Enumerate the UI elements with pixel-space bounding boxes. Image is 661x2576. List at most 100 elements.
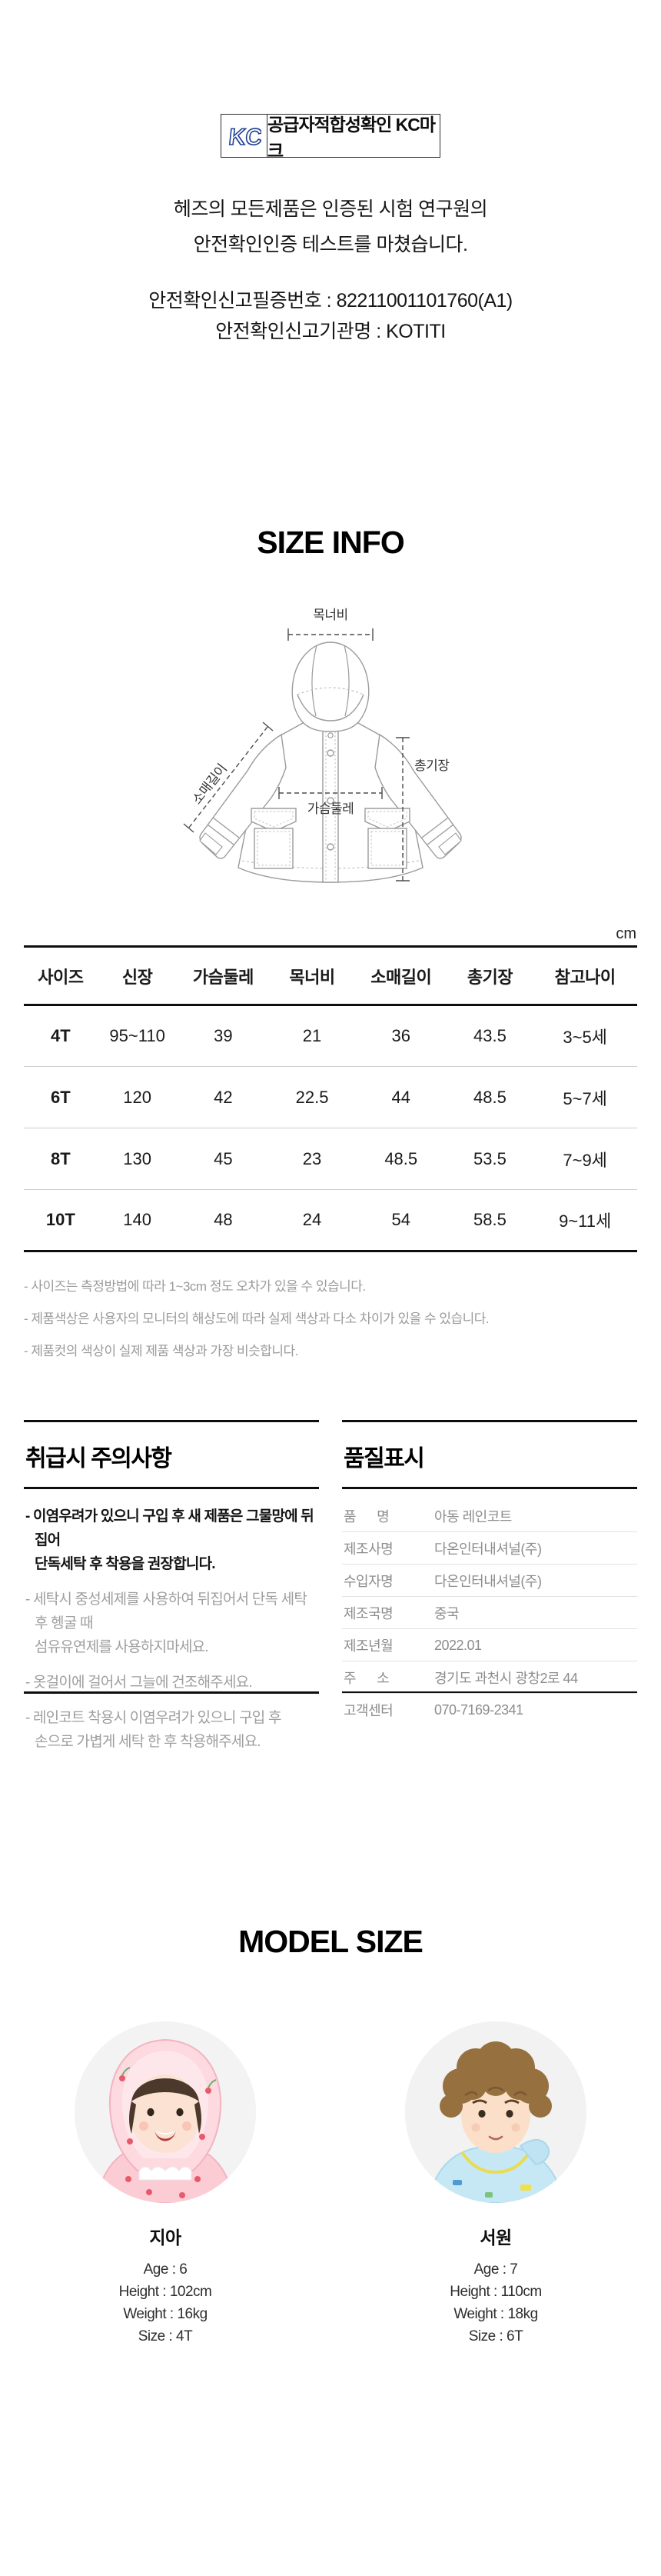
- care-item: - 세탁시 중성세제를 사용하여 뒤집어서 단독 세탁 후 헹굴 때 섬유유연제…: [25, 1591, 307, 1655]
- size-table-row: 10T 140 48 24 54 58.5 9~11세: [24, 1190, 637, 1251]
- quality-row-value: 다온인터내셔널(주): [434, 1541, 542, 1557]
- cert-report-number: 안전확인신고필증번호 : 82211001101760(A1): [148, 290, 513, 312]
- care-item: - 레인코트 착용시 이염우려가 있으니 구입 후 손으로 가볍게 세탁 한 후…: [25, 1710, 281, 1750]
- size-notes: - 사이즈는 측정방법에 따라 1~3cm 정도 오차가 있을 수 있습니다. -…: [24, 1271, 661, 1368]
- size-cell-neck: 23: [269, 1128, 355, 1190]
- cert-numbers: 안전확인신고필증번호 : 82211001101760(A1) 안전확인신고기관…: [0, 285, 661, 347]
- size-cell-age: 7~9세: [533, 1128, 637, 1190]
- quality-row-label: 주 소: [344, 1671, 390, 1686]
- jacket-left-pocket-flap: [251, 808, 297, 832]
- size-cell-sleeve: 48.5: [354, 1128, 447, 1190]
- size-cell-age: 9~11세: [559, 1211, 612, 1231]
- size-table-header-cell: 목너비: [269, 946, 355, 1006]
- care-highlight: - 이염우려가 있으니 구입 후 새 제품은 그물망에 뒤집어 단독세탁 후 착…: [25, 1508, 314, 1572]
- size-cell-length: 43.5: [447, 1005, 533, 1067]
- size-cell-neck: 22.5: [269, 1066, 355, 1128]
- model-age: Age : 7: [473, 2261, 518, 2278]
- quality-row: 수입자명 다온인터내셔널(주): [342, 1565, 637, 1597]
- size-cell-age: 5~7세: [533, 1066, 637, 1128]
- quality-row-label: 제조년월: [344, 1638, 394, 1654]
- model-size-title: MODEL SIZE: [238, 1924, 424, 1959]
- size-cell-length: 48.5: [447, 1066, 533, 1128]
- quality-row: 제조년월 2022.01: [342, 1629, 637, 1661]
- quality-row: 고객센터 070-7169-2341: [342, 1694, 637, 1725]
- quality-row-label: 제조국명: [344, 1606, 394, 1621]
- size-cell-length: 53.5: [447, 1128, 533, 1190]
- model-weight: Weight : 16kg: [123, 2306, 208, 2322]
- cert-description: 헤즈의 모든제품은 인증된 시험 연구원의 안전확인인증 테스트를 마쳤습니다.: [0, 192, 661, 262]
- size-table-row: 8T 130 45 23 48.5 53.5 7~9세: [24, 1128, 637, 1190]
- size-cell-sleeve: 44: [354, 1066, 447, 1128]
- size-table-header-cell: 신장: [97, 946, 178, 1006]
- size-cell-chest: 42: [177, 1066, 270, 1128]
- size-table-header-cell: 총기장: [447, 946, 533, 1006]
- size-table-row: 4T 95~110 39 21 36 43.5 3~5세: [24, 1005, 637, 1067]
- size-cell-chest: 45: [177, 1128, 270, 1190]
- total-length-label: 총기장: [414, 758, 450, 773]
- model-height: Height : 102cm: [118, 2284, 212, 2300]
- size-cell-size: 6T: [24, 1066, 98, 1128]
- size-cell-size: 4T: [24, 1005, 98, 1067]
- size-table-body: 4T 95~110 39 21 36 43.5 3~5세 6T 120 42 2…: [24, 1005, 637, 1251]
- quality-row: 제조국명 중국: [342, 1597, 637, 1629]
- boy-avatar-icon: [405, 2021, 586, 2203]
- care-item: - 옷걸이에 걸어서 그늘에 건조해주세요.: [25, 1675, 253, 1691]
- model-height: Height : 110cm: [450, 2284, 542, 2300]
- size-cell-neck: 24: [302, 1210, 322, 1229]
- size-table-header-cell: 참고나이: [533, 946, 637, 1006]
- size-note: - 제품색상은 사용자의 모니터의 해상도에 따라 실제 색상과 다소 차이가 …: [24, 1311, 490, 1326]
- jacket-right-pocket: [367, 828, 407, 869]
- quality-title: 품질표시: [342, 1422, 637, 1489]
- quality-row-value: 2022.01: [434, 1637, 482, 1653]
- size-cell-size: 10T: [45, 1210, 75, 1229]
- quality-row-value: 070-7169-2341: [434, 1701, 523, 1718]
- model-info: Age : 7 Height : 110cm Weight : 18kg Siz…: [450, 2258, 542, 2348]
- size-table-header-row: 사이즈 신장 가슴둘레 목너비 소매길이 총기장 참고나이: [24, 946, 637, 1006]
- quality-row-value: 중국: [434, 1606, 460, 1621]
- quality-section: 품질표시 품 명 아동 레인코트 제조사명 다온인터내셔널(주) 수입자명 다온…: [342, 1420, 637, 1718]
- chest-label: 가슴둘레: [307, 801, 354, 816]
- jacket-right-sleeve: [374, 733, 462, 859]
- quality-row: 주 소 경기도 과천시 광창2로 44: [342, 1661, 637, 1694]
- kc-certification-box: KC 공급자적합성확인 KC마크: [221, 114, 440, 161]
- size-table: 사이즈 신장 가슴둘레 목너비 소매길이 총기장 참고나이 4T 95~110 39 21 …: [24, 945, 637, 1252]
- size-note: - 사이즈는 측정방법에 따라 1~3cm 정도 오차가 있을 수 있습니다.: [24, 1279, 366, 1294]
- care-title: 취급시 주의사항: [24, 1422, 319, 1489]
- size-cell-height: 95~110: [97, 1005, 178, 1067]
- quality-row-value: 다온인터내셔널(주): [434, 1574, 542, 1589]
- cert-description-line1: 헤즈의 모든제품은 인증된 시험 연구원의: [173, 198, 488, 220]
- model-photo-boy: [405, 2021, 586, 2203]
- size-table-header-cell: 소매길이: [354, 946, 447, 1006]
- size-table-header-cell: 가슴둘레: [177, 946, 270, 1006]
- size-table-row: 6T 120 42 22.5 44 48.5 5~7세: [24, 1066, 637, 1128]
- size-cell-sleeve: 54: [391, 1210, 410, 1229]
- size-table-unit-label: cm: [616, 925, 636, 942]
- model-info: Age : 6 Height : 102cm Weight : 16kg Siz…: [119, 2258, 212, 2348]
- quality-row-label: 고객센터: [344, 1703, 394, 1718]
- model-name: 지아: [149, 2228, 181, 2248]
- quality-row-value: 경기도 과천시 광창2로 44: [434, 1671, 578, 1686]
- quality-row: 품 명 아동 레인코트: [342, 1500, 637, 1532]
- model-name: 서원: [480, 2228, 512, 2248]
- kc-mark-label: 공급자적합성확인 KC마크: [267, 114, 436, 161]
- jacket-hood: [291, 642, 370, 732]
- girl-avatar-icon: [75, 2021, 256, 2203]
- care-items: - 세탁시 중성세제를 사용하여 뒤집어서 단독 세탁 후 헹굴 때 섬유유연제…: [25, 1588, 319, 1754]
- size-cell-size: 8T: [24, 1128, 98, 1190]
- model-weight: Weight : 18kg: [453, 2306, 538, 2322]
- quality-row-label: 수입자명: [344, 1574, 394, 1589]
- size-cell-sleeve: 36: [354, 1005, 447, 1067]
- jacket-measurement-diagram: 목너비 소매길이 총기장 가슴둘레: [0, 599, 661, 907]
- size-cell-chest: 48: [214, 1210, 233, 1229]
- model-card-jia: 지아 Age : 6 Height : 102cm Weight : 16kg …: [0, 2021, 330, 2348]
- size-cell-age: 3~5세: [533, 1005, 637, 1067]
- model-age: Age : 6: [143, 2261, 188, 2278]
- size-cell-chest: 39: [177, 1005, 270, 1067]
- size-cell-height: 120: [97, 1066, 178, 1128]
- quality-row: 제조사명 다온인터내셔널(주): [342, 1532, 637, 1565]
- size-note: - 제품컷의 색상이 실제 제품 색상과 가장 비슷합니다.: [24, 1344, 298, 1358]
- jacket-left-sleeve: [199, 733, 287, 859]
- care-section: 취급시 주의사항 - 이염우려가 있으니 구입 후 새 제품은 그물망에 뒤집어…: [24, 1420, 319, 1750]
- size-cell-height: 130: [97, 1128, 178, 1190]
- size-cell-length: 58.5: [473, 1210, 507, 1229]
